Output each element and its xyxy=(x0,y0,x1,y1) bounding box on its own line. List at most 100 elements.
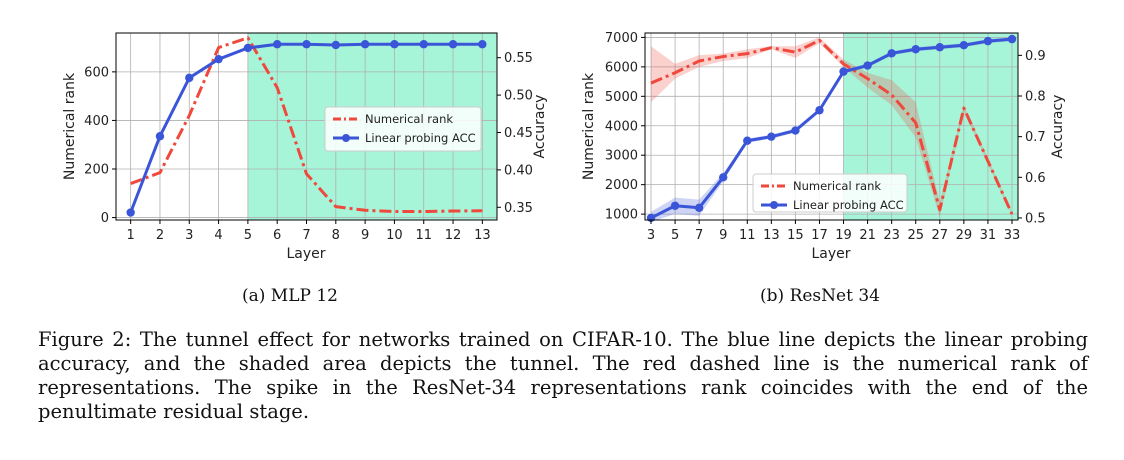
resnet-acc-point xyxy=(767,132,776,141)
mlp-ylabel: Numerical rank xyxy=(62,72,78,180)
mlp-acc-point xyxy=(448,40,458,49)
resnet-xtick-label: 13 xyxy=(763,228,780,243)
resnet-acc-point xyxy=(694,203,704,213)
resnet-ytick-label: 4000 xyxy=(605,119,638,134)
mlp-acc-point xyxy=(185,73,194,83)
mlp-xtick-label: 2 xyxy=(156,228,164,243)
resnet-xtick-label: 11 xyxy=(739,228,756,243)
chart-mlp12: 1 2 3 4 5 6 7 8 9 10 11 12 13 0 200 400 600 0.35 0.40 0.45 0… xyxy=(0,0,560,300)
mlp-legend-label: Linear probing ACC xyxy=(365,131,476,145)
mlp-acc-point xyxy=(360,40,370,49)
resnet-y2tick-label: 0.6 xyxy=(1025,171,1046,186)
resnet-ytick-label: 5000 xyxy=(605,90,638,105)
mlp-xlabel: Layer xyxy=(286,246,325,262)
resnet-xtick-label: 3 xyxy=(647,228,655,243)
chart-resnet34-svg: 3 5 7 9 11 13 15 17 19 21 23 25 27 29 31 33 1000 2000 3000… xyxy=(581,31,1066,262)
resnet-legend-label: Linear probing ACC xyxy=(793,198,904,212)
mlp-acc-point xyxy=(331,40,341,50)
resnet-xtick-label: 33 xyxy=(1004,228,1021,243)
resnet-legend-label: Numerical rank xyxy=(793,179,881,193)
resnet-acc-point xyxy=(839,67,848,76)
mlp-acc-point xyxy=(243,43,253,53)
resnet-xtick-label: 27 xyxy=(932,228,949,243)
mlp-acc-point xyxy=(214,54,223,64)
resnet-acc-point xyxy=(935,43,944,52)
resnet-ylabel: Numerical rank xyxy=(581,72,597,180)
mlp-xtick-label: 11 xyxy=(415,228,432,243)
resnet-ytick-label: 3000 xyxy=(605,149,638,164)
mlp-xtick-label: 6 xyxy=(273,228,281,243)
resnet-acc-point xyxy=(911,45,920,54)
mlp-ytick-label: 200 xyxy=(84,163,109,178)
resnet-acc-point xyxy=(815,106,824,115)
mlp-xtick-label: 12 xyxy=(445,228,462,243)
resnet-ytick-label: 2000 xyxy=(605,178,638,193)
mlp-y2tick-label: 0.50 xyxy=(504,89,533,104)
mlp-xtick-label: 8 xyxy=(332,228,340,243)
chart-mlp12-svg: 1 2 3 4 5 6 7 8 9 10 11 12 1302004006000.350.400.450… xyxy=(62,32,548,262)
subcaption-mlp12: (a) MLP 12 xyxy=(242,286,338,306)
mlp-xtick-label: 9 xyxy=(361,228,369,243)
resnet-acc-point xyxy=(743,136,752,145)
mlp-xtick-label: 4 xyxy=(214,228,222,243)
mlp-xtick-label: 7 xyxy=(302,228,310,243)
mlp-acc-point xyxy=(272,40,282,49)
resnet-xtick-label: 23 xyxy=(883,228,900,243)
resnet-acc-point xyxy=(863,61,872,70)
mlp-acc-point xyxy=(390,40,399,49)
mlp-acc-point xyxy=(155,132,165,141)
resnet-y2tick-label: 0.9 xyxy=(1025,49,1046,64)
resnet-y2tick-label: 0.7 xyxy=(1025,130,1046,145)
resnet-y2label: Accuracy xyxy=(1050,95,1066,159)
mlp-acc-point xyxy=(478,40,487,49)
resnet-acc-point xyxy=(791,126,800,135)
mlp-y2tick-label: 0.35 xyxy=(504,201,533,216)
resnet-xtick-label: 9 xyxy=(719,228,727,243)
resnet-xtick-label: 15 xyxy=(787,228,804,243)
mlp-ytick-label: 600 xyxy=(84,65,109,80)
figure-caption: Figure 2: The tunnel effect for networks… xyxy=(38,328,1088,423)
resnet-acc-point xyxy=(887,49,896,58)
resnet-xtick-label: 17 xyxy=(811,228,828,243)
resnet-acc-point xyxy=(983,36,993,46)
mlp-xtick-label: 1 xyxy=(127,228,135,243)
resnet-acc-point xyxy=(959,40,969,50)
mlp-legend-marker xyxy=(342,134,350,142)
mlp-y2label: Accuracy xyxy=(532,95,548,159)
resnet-acc-point xyxy=(1007,34,1017,44)
mlp-acc-point xyxy=(419,40,428,49)
mlp-y2tick-label: 0.40 xyxy=(504,163,533,178)
chart-resnet34: 3 5 7 9 11 13 15 17 19 21 23 25 27 29 31 33 1000 2000 3000… xyxy=(560,0,1124,300)
mlp-line-rank xyxy=(130,36,483,213)
mlp-legend-box xyxy=(324,106,482,152)
resnet-legend-marker xyxy=(770,201,778,209)
resnet-legend-box xyxy=(752,173,908,213)
mlp-acc-point xyxy=(302,40,311,49)
resnet-xtick-label: 25 xyxy=(907,228,924,243)
resnet-y2tick-label: 0.5 xyxy=(1025,211,1046,226)
resnet-ytick-label: 6000 xyxy=(605,60,638,75)
mlp-xtick-label: 5 xyxy=(244,228,252,243)
mlp-y2tick-label: 0.45 xyxy=(504,126,533,141)
resnet-line-acc xyxy=(650,37,1013,220)
mlp-ytick-label: 0 xyxy=(101,211,109,226)
resnet-xtick-label: 31 xyxy=(980,228,997,243)
mlp-legend-label: Numerical rank xyxy=(365,112,453,126)
resnet-band-1 xyxy=(651,37,1012,223)
mlp-xtick-label: 10 xyxy=(386,228,403,243)
mlp-ytick-label: 400 xyxy=(84,114,109,129)
resnet-xtick-label: 5 xyxy=(671,228,679,243)
resnet-ytick-label: 7000 xyxy=(605,31,638,46)
resnet-acc-point xyxy=(719,173,728,182)
mlp-acc-point xyxy=(126,208,135,217)
mlp-xtick-label: 13 xyxy=(474,228,491,243)
resnet-xtick-label: 21 xyxy=(859,228,876,243)
resnet-y2tick-label: 0.8 xyxy=(1025,90,1046,105)
resnet-acc-point xyxy=(670,201,680,210)
resnet-xtick-label: 19 xyxy=(835,228,852,243)
resnet-xlabel: Layer xyxy=(811,246,850,262)
resnet-xtick-label: 29 xyxy=(956,228,973,243)
resnet-ytick-label: 1000 xyxy=(605,208,638,223)
resnet-xtick-label: 7 xyxy=(695,228,703,243)
mlp-y2tick-label: 0.55 xyxy=(504,51,533,66)
